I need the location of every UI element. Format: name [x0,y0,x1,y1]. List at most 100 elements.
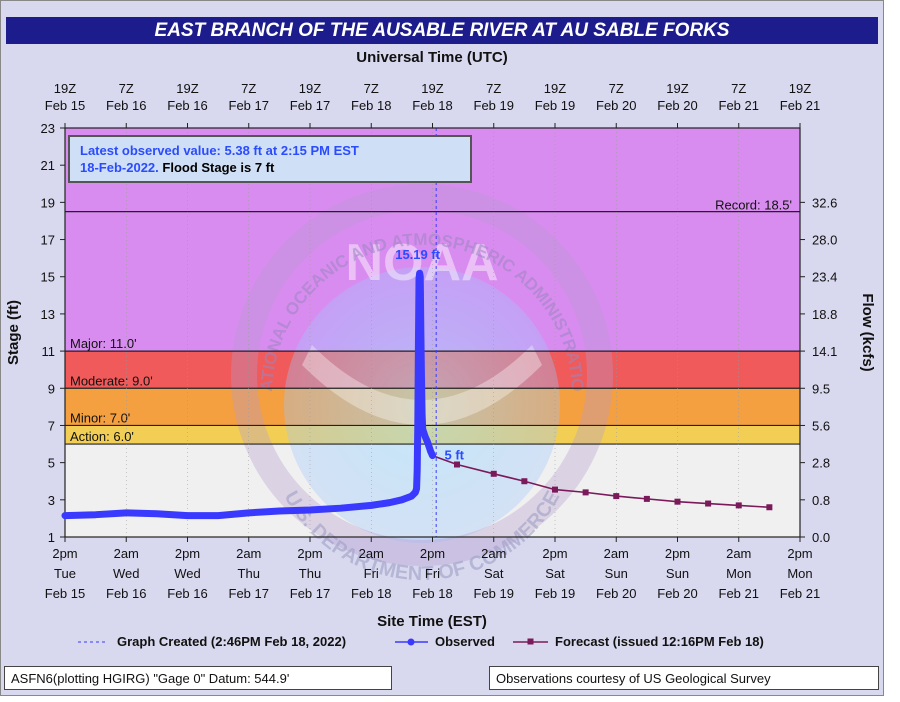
chart-title: EAST BRANCH OF THE AUSABLE RIVER AT AU S… [6,17,878,44]
observed-point [398,496,405,503]
stage-label-action: Action: 6.0' [70,429,134,444]
observed-point [184,512,191,519]
top-tick-label-time: 7Z [364,81,379,96]
source-footer: Observations courtesy of US Geological S… [489,666,879,690]
observed-point [429,452,436,459]
y-tick-label: 11 [42,344,56,359]
y-axis-title-left: Stage (ft) [5,300,22,365]
bottom-tick-label-date: Feb 16 [106,586,146,601]
top-tick-label-time: 19Z [666,81,688,96]
bottom-tick-label-day: Sat [545,566,565,581]
top-tick-label-time: 19Z [544,81,566,96]
bottom-tick-label-date: Feb 18 [412,586,452,601]
top-tick-label-time: 7Z [609,81,624,96]
bottom-tick-label-day: Wed [174,566,201,581]
legend-forecast-marker [527,638,534,645]
top-tick-label-date: Feb 19 [474,98,514,113]
y-tick-label: 21 [41,158,55,173]
top-tick-label-date: Feb 20 [657,98,697,113]
forecast-point [705,500,712,507]
top-tick-label-date: Feb 17 [229,98,269,113]
stage-label-moderate: Moderate: 9.0' [70,373,153,388]
flow-tick-label: 0.8 [812,493,830,508]
observed-point [245,509,252,516]
bottom-tick-label-date: Feb 15 [45,586,85,601]
bottom-tick-label-day: Wed [113,566,140,581]
y-axis-title-right: Flow (kcfs) [859,293,876,371]
top-tick-label-date: Feb 20 [596,98,636,113]
top-tick-label-time: 19Z [789,81,811,96]
observed-point [414,467,421,474]
observed-point [307,507,313,514]
observed-point [417,329,424,336]
bottom-tick-label-date: Feb 16 [167,586,207,601]
bottom-tick-label-date: Feb 21 [780,586,820,601]
flow-tick-label: 2.8 [812,456,830,471]
observed-point [419,411,426,418]
y-tick-label: 5 [48,456,55,471]
legend-observed-label: Observed [435,634,495,649]
top-tick-label-time: 19Z [54,81,76,96]
top-tick-label-time: 7Z [731,81,746,96]
bottom-tick-label-day: Sun [666,566,689,581]
latest-date: 18-Feb-2022. [80,160,159,175]
top-tick-label-date: Feb 18 [351,98,391,113]
bottom-tick-label-day: Sun [605,566,628,581]
observed-point [418,374,425,381]
bottom-tick-label-date: Feb 19 [474,586,514,601]
forecast-point [613,493,620,500]
top-tick-label-date: Feb 18 [412,98,452,113]
flow-tick-label: 23.4 [812,270,837,285]
latest-line-1: Latest observed value: 5.38 ft at 2:15 P… [80,143,359,158]
observed-point [62,512,68,519]
top-tick-label-date: Feb 16 [106,98,146,113]
bottom-tick-label-day: Mon [787,566,812,581]
observed-point [413,485,420,492]
y-tick-label: 7 [48,418,55,433]
bottom-tick-label-time: 2pm [297,546,322,561]
watermark-ring [231,184,613,566]
bottom-tick-label-time: 2am [726,546,751,561]
stage-label-minor: Minor: 7.0' [70,410,130,425]
bottom-tick-label-time: 2am [359,546,384,561]
observed-point [425,442,432,449]
forecast-point [552,486,558,493]
bottom-axis-title: Site Time (EST) [377,613,487,630]
observed-point [415,342,422,349]
flow-tick-label: 32.6 [812,195,837,210]
bottom-tick-label-day: Fri [425,566,440,581]
top-tick-label-date: Feb 19 [535,98,575,113]
top-axis-title: Universal Time (UTC) [356,49,507,66]
bottom-tick-label-date: Feb 21 [719,586,759,601]
top-tick-label-time: 7Z [486,81,501,96]
observed-point [422,433,429,440]
bottom-tick-label-time: 2am [236,546,261,561]
top-tick-label-date: Feb 21 [780,98,820,113]
forecast-point [735,502,742,509]
observed-point [419,426,426,433]
y-tick-label: 23 [41,121,55,136]
watermark-gull [302,345,542,425]
bottom-tick-label-time: 2pm [542,546,567,561]
top-tick-label-time: 19Z [421,81,443,96]
top-tick-label-date: Feb 21 [719,98,759,113]
bottom-tick-label-day: Thu [299,566,321,581]
observed-point [153,510,160,517]
legend-forecast-label: Forecast (issued 12:16PM Feb 18) [555,634,764,649]
y-tick-label: 1 [48,530,55,545]
forecast-start-label: 5 ft [445,448,465,463]
forecast-line [432,454,770,509]
bottom-tick-label-time: 2pm [420,546,445,561]
observed-point [337,505,344,512]
y-tick-label: 15 [41,270,55,285]
bottom-tick-label-time: 2pm [175,546,200,561]
y-tick-label: 19 [41,195,55,210]
observed-point [123,509,130,516]
stage-label-record: Record: 18.5' [715,198,792,213]
legend-observed-marker [407,638,415,646]
bottom-tick-label-date: Feb 17 [229,586,269,601]
bottom-tick-label-date: Feb 20 [657,586,697,601]
bottom-tick-label-date: Feb 20 [596,586,636,601]
bottom-tick-label-time: 2am [481,546,506,561]
